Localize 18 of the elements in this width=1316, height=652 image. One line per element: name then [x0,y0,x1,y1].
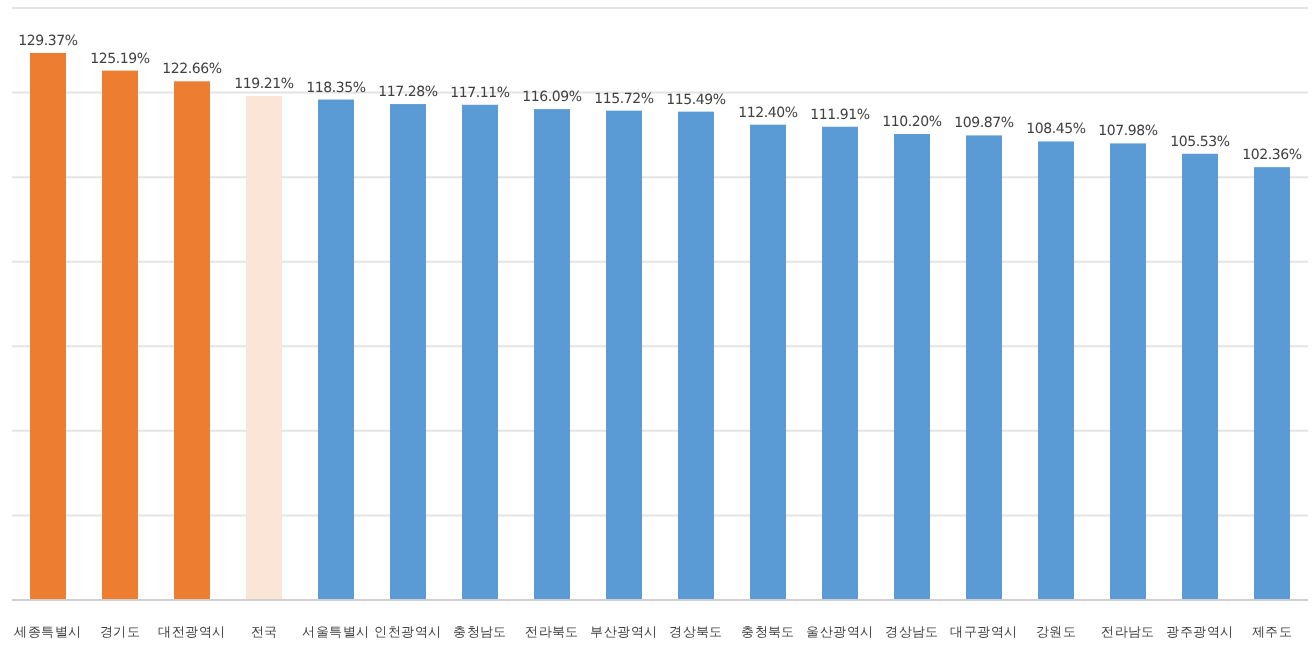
bar [894,134,930,600]
bar [1038,141,1074,600]
bar [606,110,642,600]
bar [390,104,426,600]
bar [534,109,570,600]
bar [966,135,1002,600]
bar [822,126,858,600]
bar [1182,153,1218,600]
bar [462,104,498,600]
bar [1110,143,1146,600]
bar [30,52,66,600]
bar [750,124,786,600]
bar [174,81,210,600]
bar [318,99,354,600]
bar [1254,167,1290,600]
bar [678,111,714,600]
bar [102,70,138,600]
bar [246,95,282,600]
